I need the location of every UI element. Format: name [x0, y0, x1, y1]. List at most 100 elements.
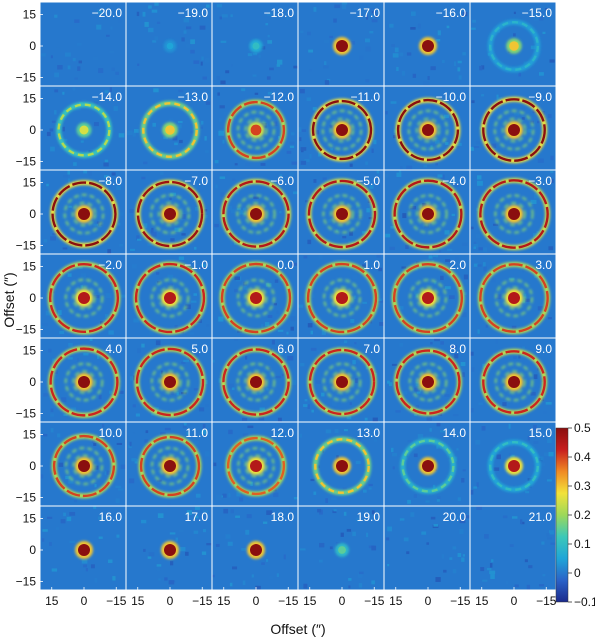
- noise-mark: [441, 554, 445, 559]
- noise-mark: [214, 223, 219, 228]
- noise-mark: [391, 363, 398, 366]
- noise-mark: [216, 75, 221, 80]
- noise-mark: [478, 402, 483, 405]
- noise-mark: [203, 209, 208, 212]
- noise-mark: [185, 304, 191, 310]
- channel-panel: −4.0: [384, 170, 470, 254]
- noise-mark: [52, 358, 56, 363]
- noise-mark: [303, 404, 309, 407]
- noise-mark: [539, 463, 545, 467]
- noise-mark: [129, 209, 135, 213]
- noise-mark: [451, 345, 458, 349]
- noise-mark: [212, 359, 215, 363]
- noise-mark: [358, 55, 364, 61]
- noise-mark: [223, 111, 230, 115]
- noise-mark: [289, 507, 293, 512]
- noise-mark: [436, 496, 442, 500]
- noise-mark: [157, 200, 162, 205]
- noise-mark: [46, 131, 51, 137]
- channel-velocity-label: −13.0: [178, 90, 209, 104]
- noise-mark: [273, 121, 278, 127]
- shell-mark: [244, 118, 268, 142]
- noise-mark: [97, 328, 101, 334]
- noise-mark: [406, 165, 413, 170]
- noise-mark: [137, 300, 141, 304]
- y-tick-label: 15: [23, 428, 37, 442]
- noise-mark: [334, 303, 337, 306]
- noise-mark: [428, 255, 433, 259]
- noise-mark: [361, 231, 368, 234]
- noise-mark: [269, 59, 273, 63]
- noise-mark: [235, 515, 241, 518]
- noise-mark: [258, 416, 265, 421]
- noise-mark: [252, 74, 257, 77]
- ring-mark: [226, 436, 286, 496]
- noise-mark: [57, 144, 60, 147]
- core-mark: [164, 460, 176, 472]
- core-mark: [164, 544, 176, 556]
- noise-mark: [206, 4, 210, 8]
- noise-mark: [457, 497, 461, 501]
- noise-mark: [417, 23, 421, 29]
- noise-mark: [50, 413, 55, 417]
- noise-mark: [365, 161, 368, 165]
- noise-mark: [305, 200, 311, 203]
- noise-mark: [112, 322, 116, 327]
- panel-noise: [136, 2, 210, 80]
- channel-panel: 10.0: [40, 422, 126, 506]
- noise-mark: [362, 489, 367, 493]
- noise-mark: [423, 81, 430, 86]
- noise-mark: [227, 541, 233, 546]
- channel-velocity-label: 19.0: [357, 510, 381, 524]
- noise-mark: [454, 256, 460, 260]
- core-mark: [508, 208, 520, 220]
- noise-mark: [437, 30, 441, 36]
- noise-mark: [410, 27, 416, 30]
- noise-mark: [179, 529, 184, 533]
- channel-panel: −20.0: [40, 2, 126, 86]
- noise-mark: [399, 343, 404, 347]
- noise-mark: [195, 493, 201, 498]
- noise-mark: [63, 512, 66, 517]
- noise-mark: [93, 443, 97, 446]
- colorbar-tick-label: 0: [574, 566, 581, 580]
- noise-mark: [108, 330, 114, 335]
- ring-mark: [307, 179, 377, 249]
- core-mark: [78, 460, 90, 472]
- ring-mark: [479, 263, 549, 333]
- core-mark: [250, 544, 262, 556]
- noise-mark: [236, 491, 241, 497]
- noise-mark: [268, 180, 274, 184]
- noise-mark: [261, 123, 267, 128]
- panel-noise: [476, 506, 557, 590]
- noise-mark: [234, 276, 240, 281]
- noise-mark: [550, 542, 557, 545]
- noise-mark: [495, 338, 499, 344]
- noise-mark: [389, 246, 395, 251]
- noise-mark: [436, 39, 441, 42]
- channel-panel: 16.0: [40, 506, 128, 590]
- channel-velocity-label: 16.0: [99, 510, 123, 524]
- noise-mark: [365, 38, 370, 43]
- ring-mark: [401, 439, 455, 493]
- channel-panel: 1.0: [298, 254, 385, 338]
- noise-mark: [105, 34, 110, 37]
- noise-mark: [441, 59, 445, 64]
- x-tick-label: −15: [106, 594, 127, 608]
- noise-mark: [293, 496, 300, 500]
- noise-mark: [243, 285, 248, 290]
- shell-mark: [157, 201, 183, 227]
- noise-mark: [199, 25, 206, 30]
- noise-mark: [449, 557, 453, 560]
- noise-mark: [291, 161, 298, 165]
- noise-mark: [201, 551, 207, 555]
- noise-mark: [300, 362, 305, 367]
- noise-mark: [318, 152, 322, 157]
- noise-mark: [289, 145, 295, 148]
- ring-mark: [139, 435, 201, 497]
- noise-mark: [219, 16, 222, 20]
- noise-mark: [141, 519, 147, 524]
- noise-mark: [392, 466, 395, 470]
- noise-mark: [533, 15, 539, 21]
- noise-mark: [436, 422, 441, 427]
